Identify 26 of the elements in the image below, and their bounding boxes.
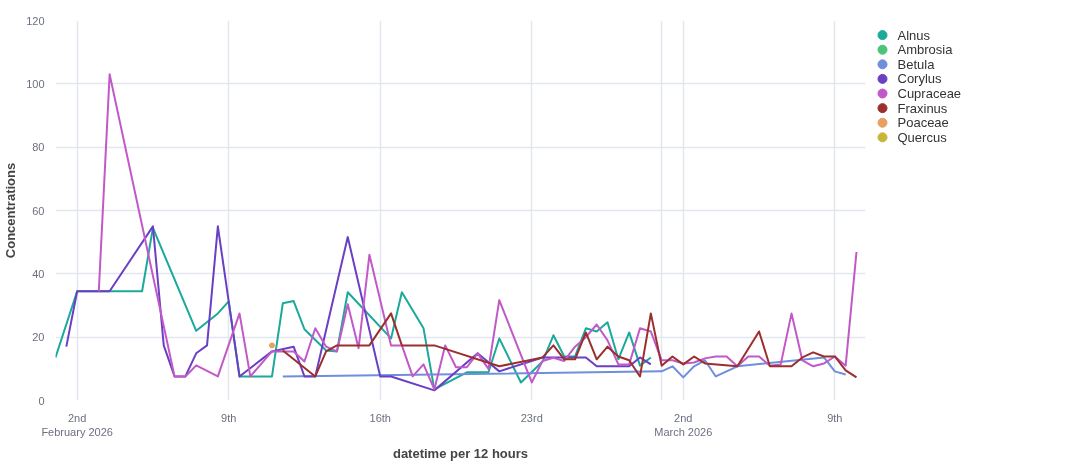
- y-tick-label: 20: [32, 331, 45, 344]
- x-axis-title: datetime per 12 hours: [392, 445, 529, 461]
- line-series: [281, 356, 847, 379]
- line-series: [281, 312, 858, 379]
- y-tick-label: 100: [26, 77, 45, 90]
- y-tick-label: 120: [26, 14, 45, 27]
- y-axis-title: Concentrations: [3, 162, 19, 259]
- x-tick-label: 23rd: [520, 411, 543, 424]
- y-tick-label: 80: [32, 141, 45, 154]
- y-tick-label: 60: [32, 204, 45, 217]
- legend-label: Ambrosia: [897, 42, 954, 58]
- legend-label: Poaceae: [897, 115, 949, 131]
- x-tick-label: 9th: [221, 411, 237, 424]
- legend-label: Fraxinus: [897, 100, 948, 116]
- x-tick-label: 2nd February 2026: [41, 411, 113, 438]
- x-tick-label: 16th: [369, 411, 391, 424]
- x-tick-label: 9th: [827, 411, 843, 424]
- line-series: [97, 73, 858, 391]
- legend-label: Quercus: [897, 129, 948, 145]
- legend-label: Corylus: [897, 71, 943, 87]
- legend-label: Alnus: [897, 27, 931, 43]
- x-tick-label: 2nd March 2026: [654, 411, 713, 438]
- legend-label: Betula: [897, 56, 936, 72]
- y-tick-label: 40: [32, 267, 45, 280]
- legend-label: Cupraceae: [897, 86, 962, 102]
- y-tick-label: 0: [38, 394, 45, 407]
